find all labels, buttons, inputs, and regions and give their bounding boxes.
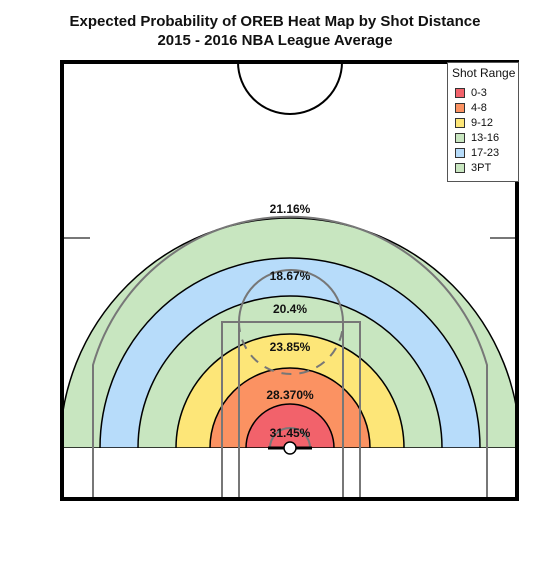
label-13-16: 20.4% bbox=[273, 302, 307, 316]
legend-item-13-16: 13-16 bbox=[452, 130, 514, 145]
three-point-line bbox=[92, 215, 488, 499]
legend-swatch bbox=[455, 147, 465, 158]
chart-title-line1: Expected Probability of OREB Heat Map by… bbox=[69, 13, 481, 30]
label-9-12: 23.85% bbox=[270, 340, 311, 354]
legend-swatch bbox=[455, 132, 465, 143]
legend-label: 13-16 bbox=[471, 131, 500, 144]
chart-title: Expected Probability of OREB Heat Map by… bbox=[0, 12, 550, 50]
legend-item-17-23: 17-23 bbox=[452, 145, 514, 160]
hoop bbox=[283, 441, 297, 455]
legend-swatch bbox=[455, 87, 465, 98]
legend-label: 17-23 bbox=[471, 146, 500, 159]
legend-label: 9-12 bbox=[471, 116, 494, 129]
label-17-23: 18.67% bbox=[270, 269, 311, 283]
label-0-3: 31.45% bbox=[270, 426, 311, 440]
legend-item-0-3: 0-3 bbox=[452, 85, 514, 100]
legend-item-9-12: 9-12 bbox=[452, 115, 514, 130]
legend-swatch bbox=[455, 162, 465, 173]
legend-label: 4-8 bbox=[471, 101, 487, 114]
zone-0-3 bbox=[245, 403, 335, 449]
baseline-area bbox=[62, 448, 517, 499]
chart-subtitle: 2015 - 2016 NBA League Average bbox=[157, 32, 393, 49]
legend-swatch bbox=[455, 117, 465, 128]
legend-item-3pt: 3PT bbox=[452, 160, 514, 175]
free-throw-circle-top bbox=[238, 269, 344, 323]
label-4-8: 28.370% bbox=[266, 388, 314, 402]
legend: Shot Range 0-3 4-8 9-12 13-16 17-23 3PT bbox=[447, 62, 519, 182]
legend-title: Shot Range bbox=[452, 66, 516, 80]
legend-swatch bbox=[455, 102, 465, 113]
label-3pt: 21.16% bbox=[270, 202, 311, 216]
legend-item-4-8: 4-8 bbox=[452, 100, 514, 115]
legend-label: 3PT bbox=[471, 161, 492, 174]
center-circle bbox=[237, 62, 343, 115]
lane-inner bbox=[238, 321, 344, 499]
court-boundary bbox=[60, 60, 519, 501]
restricted-area bbox=[269, 427, 311, 449]
free-throw-circle-bottom bbox=[238, 321, 344, 375]
legend-label: 0-3 bbox=[471, 86, 487, 99]
